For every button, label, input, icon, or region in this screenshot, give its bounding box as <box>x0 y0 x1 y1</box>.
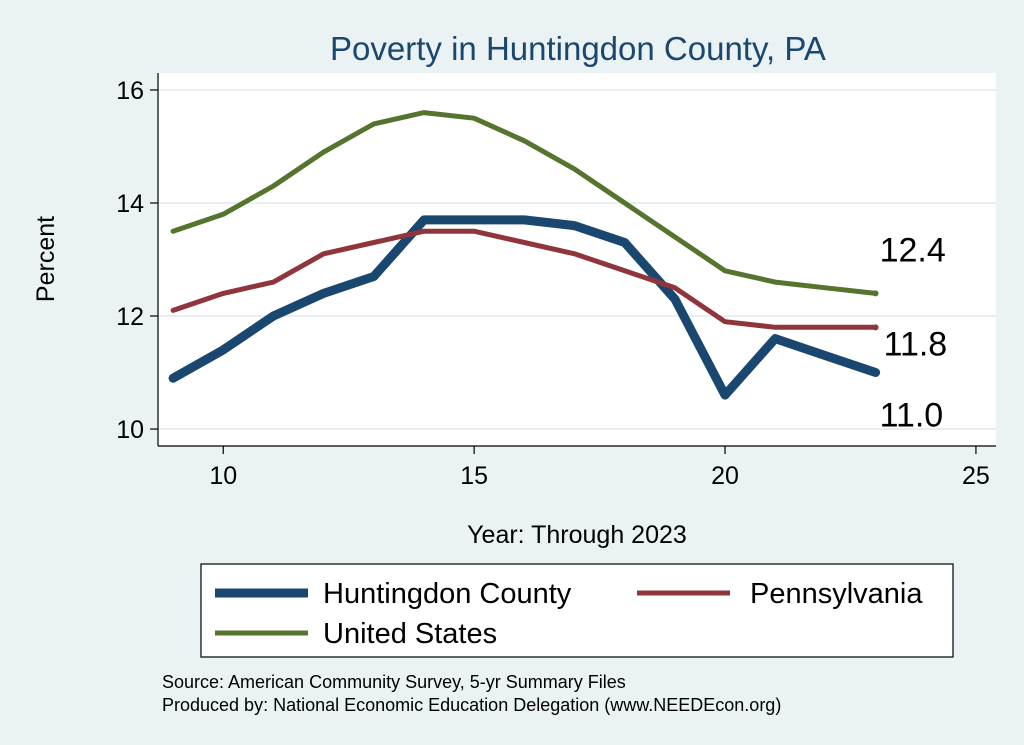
y-axis-ticks: 10 12 14 16 <box>116 77 158 444</box>
x-axis-title: Year: Through 2023 <box>467 521 687 549</box>
y-tick-label: 16 <box>116 77 144 105</box>
legend-box <box>200 563 954 658</box>
legend-label-huntingdon-county: Huntingdon County <box>323 578 572 610</box>
end-label-huntingdon-county: 11.0 <box>880 397 944 435</box>
series-end-marker-united-states <box>872 290 879 297</box>
series-end-marker-huntingdon-county <box>872 369 879 376</box>
legend-label-united-states: United States <box>323 618 497 650</box>
x-tick-label: 15 <box>460 462 488 490</box>
y-axis-title: Percent <box>32 216 60 302</box>
end-label-united-states: 12.4 <box>880 231 946 269</box>
y-tick-label: 10 <box>116 416 144 444</box>
x-tick-label: 20 <box>711 462 739 490</box>
end-label-pennsylvania: 11.8 <box>884 325 948 363</box>
source-note: Source: American Community Survey, 5-yr … <box>162 672 626 692</box>
grid-lines <box>158 88 996 431</box>
plot-area <box>158 73 996 446</box>
producer-note: Produced by: National Economic Education… <box>162 695 781 715</box>
series-end-marker-pennsylvania <box>872 324 879 331</box>
series-line-united-states <box>170 110 879 296</box>
end-labels: 11.0 11.8 12.4 <box>872 231 948 435</box>
y-tick-label: 14 <box>116 190 144 218</box>
chart-title: Poverty in Huntingdon County, PA <box>330 30 826 67</box>
legend-label-pennsylvania: Pennsylvania <box>750 578 923 610</box>
series-line-huntingdon-county <box>168 215 881 400</box>
legend: Huntingdon County Pennsylvania United St… <box>200 563 954 658</box>
x-tick-label: 25 <box>962 462 990 490</box>
x-tick-label: 10 <box>209 462 237 490</box>
x-axis-ticks: 10 15 20 25 <box>209 446 990 490</box>
series-lines <box>168 110 881 400</box>
series-line-pennsylvania <box>170 228 879 330</box>
y-tick-label: 12 <box>116 303 144 331</box>
